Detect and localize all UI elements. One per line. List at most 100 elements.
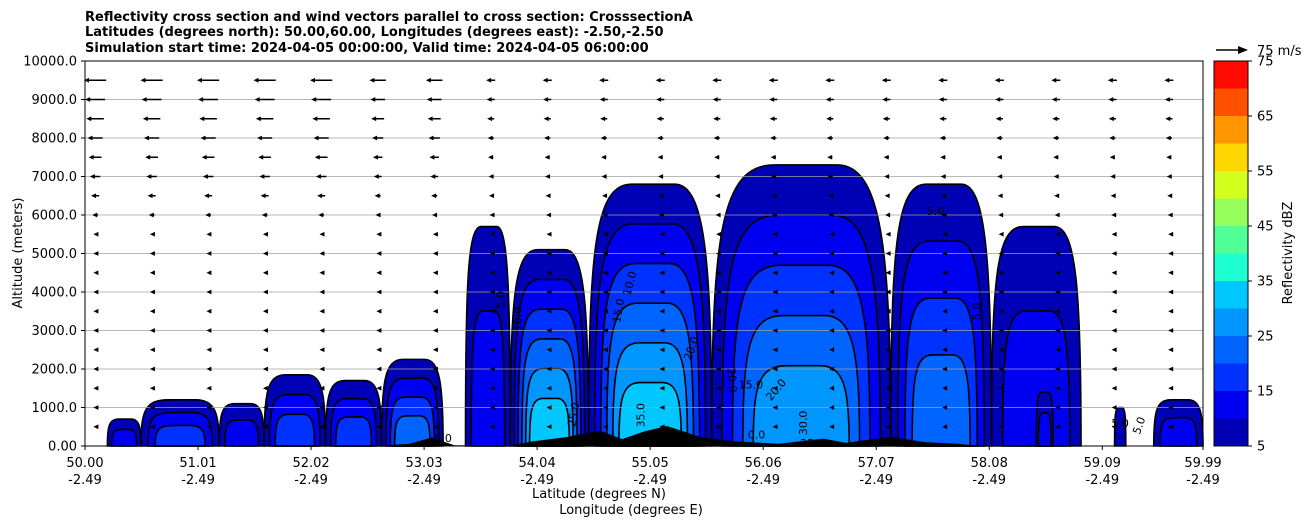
wind-vector-head	[603, 270, 609, 276]
wind-vector-head	[262, 328, 268, 333]
wind-vector-head	[262, 270, 268, 276]
wind-vector-head	[656, 116, 662, 122]
y-tick-label: 3000.0	[32, 324, 78, 339]
wind-vector-head	[1111, 251, 1117, 256]
wind-vector-head	[93, 366, 99, 372]
wind-vector-head	[998, 385, 1004, 391]
reflectivity-level-10	[224, 419, 259, 446]
contour-5	[1035, 391, 1054, 447]
wind-vector-head	[488, 154, 494, 160]
wind-vector-head	[319, 385, 325, 391]
wind-vector-head	[262, 424, 268, 430]
wind-vector-head	[1111, 270, 1117, 276]
wind-vector-head	[141, 97, 147, 102]
wind-vector-head	[317, 193, 323, 199]
wind-vector-head	[655, 77, 661, 83]
wind-vector-head	[882, 97, 888, 102]
wind-vector-head	[149, 405, 155, 410]
wind-vector-head	[716, 328, 722, 333]
wind-vector-head	[149, 231, 155, 237]
contour-5	[263, 373, 327, 447]
wind-vector-head	[1168, 424, 1174, 430]
reflectivity-level-20	[394, 415, 431, 446]
wind-vector-head	[262, 366, 268, 372]
wind-vector-head	[543, 97, 549, 102]
wind-vector-head	[1111, 231, 1117, 237]
contour-15	[517, 308, 582, 447]
colorbar-segment-15	[1214, 363, 1248, 391]
wind-vector-head	[93, 328, 99, 333]
wind-vector-head	[196, 77, 202, 83]
wind-vector-head	[376, 308, 382, 314]
contour-10	[110, 428, 138, 447]
wind-vector-head	[432, 424, 438, 430]
wind-vector-head	[716, 424, 722, 430]
wind-vector-head	[1164, 97, 1170, 102]
contour-15	[154, 424, 206, 447]
wind-vector-head	[86, 116, 92, 122]
wind-vector-head	[542, 77, 548, 83]
wind-vector-head	[427, 116, 433, 122]
contour-5	[509, 248, 590, 447]
wind-vector-head	[545, 174, 551, 179]
colorbar: 5 15 25 35 45 55 65 75	[1213, 55, 1274, 455]
wind-vector-head	[885, 405, 891, 410]
wind-vector-head	[938, 97, 944, 102]
contour-label: 15.0	[739, 378, 764, 391]
colorbar-segment-10	[1214, 391, 1248, 419]
wind-vector-head	[885, 328, 891, 333]
wind-vector-head	[149, 366, 155, 372]
wind-vector-head	[996, 135, 1002, 141]
contour-20	[605, 302, 695, 447]
wind-vector-head	[829, 405, 835, 410]
wind-vector-head	[713, 135, 719, 141]
wind-vector-head	[828, 193, 834, 199]
wind-vector-head	[375, 212, 381, 218]
wind-vector-head	[1051, 77, 1057, 83]
wind-vector-head	[489, 308, 495, 314]
wind-vector-head	[884, 174, 890, 179]
reflectivity-level-10	[111, 429, 137, 446]
wind-vector-head	[260, 193, 266, 199]
wind-vector-head	[998, 231, 1004, 237]
wind-vector-head	[89, 174, 95, 179]
x-tick-label-latitude: 57.07	[858, 456, 895, 471]
wind-vector-head	[146, 174, 152, 179]
wind-vector-head	[941, 212, 947, 218]
wind-vector-head	[544, 135, 550, 141]
wind-vector-head	[829, 347, 835, 353]
wind-vector-head	[1111, 385, 1117, 391]
wind-vector-head	[942, 289, 948, 295]
wind-vector-head	[87, 135, 93, 141]
wind-vector-head	[940, 154, 946, 160]
wind-vector-head	[376, 289, 382, 295]
wind-vector-head	[772, 212, 778, 218]
wind-vector-head	[770, 154, 776, 160]
wind-vector-head	[1111, 347, 1117, 353]
wind-vector-head	[1053, 154, 1059, 160]
wind-vector-head	[997, 174, 1003, 179]
contour-5	[380, 358, 444, 447]
wind-vector-head	[142, 116, 148, 122]
wind-vector-head	[319, 270, 325, 276]
contour-25	[752, 364, 850, 447]
colorbar-segment-60	[1214, 116, 1248, 144]
x-tick-label-longitude: -2.49	[68, 473, 102, 488]
wind-vector-head	[428, 135, 434, 141]
wind-vector-head	[432, 385, 438, 391]
reflectivity-level-15	[155, 425, 206, 446]
wind-vector-head	[716, 308, 722, 314]
wind-vector-head	[995, 97, 1001, 102]
wind-vector-head	[486, 77, 492, 83]
wind-vector-head	[376, 251, 382, 256]
wind-vector-head	[1168, 289, 1174, 295]
wind-vector-head	[942, 270, 948, 276]
contour-15	[731, 264, 871, 447]
wind-vector-head	[942, 328, 948, 333]
wind-key-arrowhead	[1238, 46, 1248, 54]
wind-vector-head	[998, 289, 1004, 295]
contour-label: 25.0	[800, 437, 825, 450]
wind-vector-head	[1168, 366, 1174, 372]
wind-vector-head	[942, 347, 948, 353]
